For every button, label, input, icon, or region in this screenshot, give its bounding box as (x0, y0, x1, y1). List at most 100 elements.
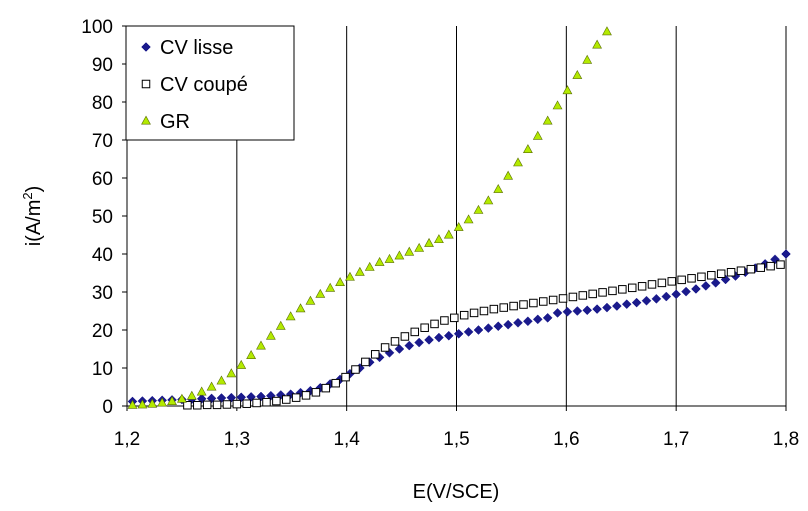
data-point (364, 261, 375, 271)
legend: CV lisse CV coupé GR (125, 25, 295, 141)
data-point (321, 383, 331, 393)
data-point (331, 378, 340, 388)
data-point (453, 328, 464, 339)
data-point (183, 400, 192, 410)
data-point (434, 332, 444, 343)
data-point (592, 39, 602, 49)
data-point (667, 277, 677, 286)
y-tick-label: 50 (92, 207, 113, 228)
data-point (434, 234, 444, 244)
series-1 (183, 260, 785, 410)
data-point (335, 277, 345, 287)
data-point (647, 280, 657, 289)
data-point (552, 100, 563, 110)
y-tick-label: 0 (102, 397, 113, 418)
data-point (394, 344, 405, 354)
data-point (193, 400, 202, 410)
data-point (781, 249, 791, 259)
data-point (697, 272, 706, 282)
data-point (681, 286, 691, 297)
data-point (252, 398, 261, 408)
data-point (621, 299, 632, 310)
data-point (532, 314, 543, 325)
data-point (598, 288, 607, 297)
data-point (282, 395, 291, 404)
data-point (301, 391, 311, 400)
data-point (552, 308, 563, 318)
data-point (572, 306, 583, 316)
legend-marker-shape (141, 79, 151, 89)
x-tick-label: 1,7 (663, 429, 689, 450)
data-point (483, 195, 494, 205)
data-point (459, 310, 469, 320)
data-point (513, 157, 523, 167)
data-point (736, 266, 746, 275)
data-point (206, 381, 217, 391)
x-tick-label: 1,4 (333, 429, 360, 450)
x-tick-label: 1,2 (114, 429, 140, 450)
data-point (440, 316, 449, 325)
data-point (542, 115, 553, 125)
y-axis-title: i(A/m2) (20, 186, 45, 247)
data-point (430, 319, 439, 329)
legend-box (125, 25, 295, 141)
y-tick-label: 80 (92, 93, 113, 114)
data-point (542, 312, 553, 323)
data-point (483, 323, 494, 333)
data-point (256, 340, 266, 350)
data-point (404, 340, 415, 351)
data-point (562, 306, 573, 317)
data-point (710, 278, 721, 288)
data-point (493, 183, 504, 193)
data-point (499, 303, 508, 312)
data-point (167, 396, 177, 405)
y-tick-label: 30 (92, 283, 113, 304)
data-point (222, 400, 232, 409)
series-0 (127, 249, 791, 407)
data-point (513, 317, 523, 328)
data-point (578, 291, 588, 300)
data-point (424, 237, 434, 247)
data-point (137, 399, 148, 409)
data-point (746, 264, 756, 274)
data-point (519, 300, 528, 309)
data-point (691, 284, 701, 294)
data-point (216, 375, 227, 385)
data-point (424, 335, 434, 345)
data-point (147, 398, 158, 408)
data-point (351, 365, 360, 374)
data-point (572, 69, 583, 79)
data-point (311, 388, 321, 397)
data-point (265, 330, 276, 340)
data-point (608, 286, 617, 296)
y-axis-title-group: i(A/m2) (20, 186, 45, 247)
data-point (410, 327, 420, 337)
data-point (370, 350, 380, 359)
y-tick-label: 20 (92, 321, 113, 342)
x-tick-label: 1,3 (224, 429, 250, 450)
data-point (657, 278, 667, 288)
data-point (354, 266, 365, 276)
data-point (612, 301, 622, 311)
y-axis-title-superscript: 2 (20, 192, 35, 199)
x-tick-label: 1,8 (773, 429, 799, 450)
legend-item-cv-lisse: CV lisse (141, 37, 233, 59)
x-tick-label: 1,6 (553, 429, 579, 450)
data-series (127, 26, 791, 410)
data-point (532, 130, 543, 140)
data-point (568, 292, 578, 302)
data-point (716, 269, 726, 279)
legend-label-cv-coupe: CV coupé (160, 74, 248, 96)
data-point (443, 229, 454, 239)
data-point (242, 399, 251, 408)
data-point (414, 337, 425, 348)
data-point (315, 288, 326, 298)
data-point (450, 313, 459, 323)
data-point (463, 214, 474, 224)
data-point (246, 350, 257, 359)
data-point (671, 289, 682, 300)
data-point (275, 320, 286, 330)
data-point (380, 343, 390, 352)
